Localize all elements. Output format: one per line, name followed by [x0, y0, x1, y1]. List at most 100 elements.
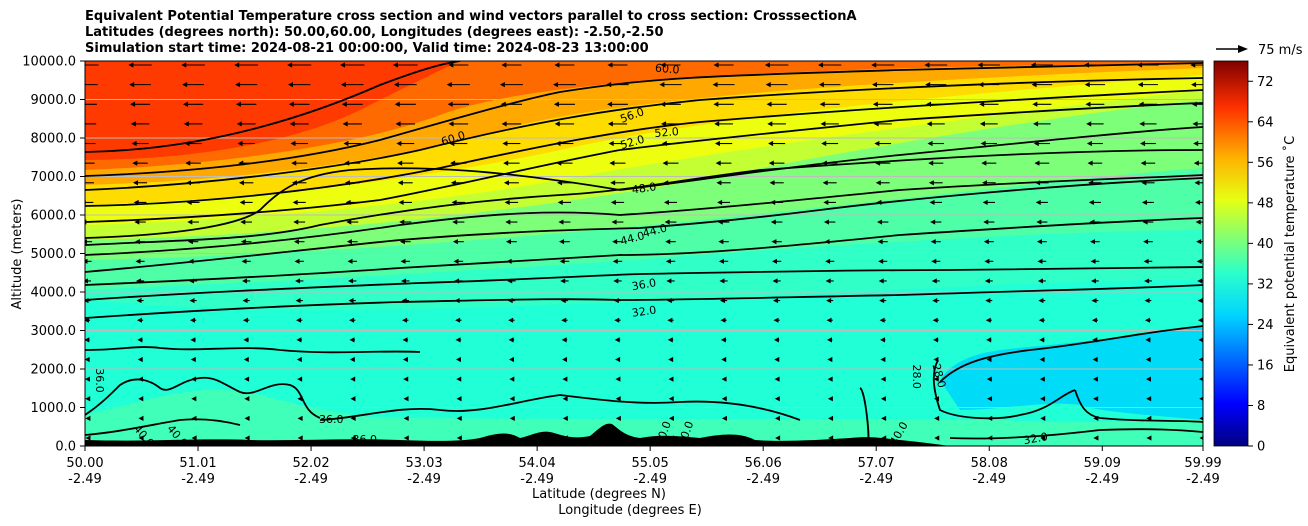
wind-vector-head: [502, 140, 508, 147]
wind-vector-head: [768, 140, 774, 147]
wind-vector-head: [350, 435, 356, 441]
contour-line: [1074, 389, 1203, 423]
wind-vector-head: [1036, 239, 1042, 245]
wind-vector-head: [1196, 258, 1202, 264]
x-tick-label-lon: -2.49: [859, 472, 893, 487]
wind-vector-head: [238, 180, 244, 186]
wind-vector-head: [1033, 140, 1039, 147]
wind-vector-head: [1140, 160, 1146, 166]
wind-vector-head: [1146, 396, 1152, 402]
wind-vector-head: [398, 199, 404, 206]
wind-vector-head: [774, 396, 780, 402]
x-tick-label-lat: 53.03: [405, 456, 442, 471]
wind-vector-head: [295, 297, 301, 304]
wind-vector-head: [660, 101, 666, 107]
wind-vector-head: [662, 160, 668, 166]
wind-vector-head: [664, 219, 670, 225]
wind-vector-head: [661, 121, 667, 127]
wind-vector-head: [501, 121, 507, 127]
wind-vector-head: [393, 82, 399, 88]
x-tick-label-lat: 51.01: [179, 456, 216, 471]
wind-vector-head: [556, 160, 562, 166]
wind-vector-head: [455, 356, 461, 363]
wind-vector-head: [818, 62, 824, 68]
wind-vector-head: [668, 396, 674, 402]
wind-vector-head: [1090, 239, 1096, 245]
wind-vector-head: [183, 121, 189, 127]
wind-vector-head: [878, 278, 884, 284]
title-line-3: Simulation start time: 2024-08-21 00:00:…: [85, 41, 649, 56]
x-tick-label-lon: -2.49: [972, 472, 1006, 487]
wind-vector-head: [924, 62, 930, 68]
contour-label: 36.0: [631, 276, 657, 293]
wind-vector-head: [350, 415, 356, 421]
x-tick-label-lon: -2.49: [633, 472, 667, 487]
contour-line: [85, 266, 1203, 301]
wind-vector-head: [402, 337, 408, 343]
wind-vector-head: [402, 317, 408, 323]
contour-line: [85, 177, 1203, 273]
wind-vector-head: [454, 278, 460, 284]
wind-vector-head: [663, 199, 669, 206]
wind-vector-head: [449, 140, 455, 147]
contour-line: [85, 77, 1203, 191]
wind-vector-head: [561, 317, 567, 323]
contour-line: [85, 62, 1203, 177]
wind-vector-head: [1092, 337, 1098, 343]
wind-vector-head: [770, 199, 776, 206]
wind-vector-head: [770, 219, 776, 225]
colorbar-tick-label: 72: [1257, 75, 1274, 90]
wind-vector-head: [1196, 239, 1202, 245]
wind-vector-head: [1199, 436, 1203, 440]
wind-vector-head: [826, 337, 832, 343]
wind-vector-head: [1199, 416, 1203, 421]
wind-vector-head: [932, 297, 938, 304]
wind-vector-head: [611, 219, 617, 225]
wind-vector-head: [1093, 435, 1099, 441]
wind-vector-head: [295, 278, 301, 284]
wind-vector-head: [77, 102, 82, 107]
wind-vector-head: [986, 356, 992, 363]
contour-label: 32.0: [1022, 430, 1048, 447]
wind-vector-head: [880, 337, 886, 343]
wind-vector-head: [1190, 62, 1196, 68]
wind-vector-head: [1137, 62, 1143, 68]
wind-vector-head: [85, 239, 87, 245]
wind-vector-head: [235, 101, 241, 107]
x-tick-label-lon: -2.49: [520, 472, 554, 487]
wind-vector-head: [927, 140, 933, 147]
wind-vector-head: [979, 101, 985, 107]
wind-vector-head: [875, 160, 881, 166]
wind-vector-head: [880, 376, 886, 382]
x-tick-label-lat: 52.02: [292, 456, 329, 471]
colorbar-tick-label: 0: [1257, 440, 1265, 455]
colorbar-label: Equivalent potential temperature ˚C: [1282, 136, 1298, 372]
wind-vector-head: [613, 297, 619, 304]
wind-vector-head: [984, 278, 990, 284]
wind-vector-head: [135, 278, 141, 284]
wind-vector-head: [509, 396, 515, 402]
terrain-silhouette: [85, 423, 950, 446]
wind-vector-head: [349, 356, 355, 363]
wind-vector-head: [983, 219, 989, 225]
wind-vector-head: [933, 356, 939, 363]
wind-vector-head: [877, 219, 883, 225]
wind-vector-head: [509, 415, 515, 421]
wind-vector-head: [448, 62, 454, 68]
wind-vector-head: [819, 101, 825, 107]
wind-vector-head: [289, 121, 295, 127]
wind-vector-head: [985, 317, 991, 323]
wind-vector-head: [1198, 317, 1203, 323]
wind-vector-head: [456, 376, 462, 382]
wind-vector-head: [983, 239, 989, 245]
wind-vector-head: [612, 239, 618, 245]
wind-vector-head: [452, 219, 458, 225]
y-axis-label: Altitude (meters): [10, 199, 25, 310]
wind-vector-head: [826, 317, 832, 323]
wind-vector-head: [138, 415, 144, 421]
wind-vector-head: [508, 337, 514, 343]
wind-vector-head: [456, 396, 462, 402]
contour-line: [85, 102, 1203, 223]
wind-vector-head: [503, 160, 509, 166]
contour-line: [85, 89, 1203, 207]
